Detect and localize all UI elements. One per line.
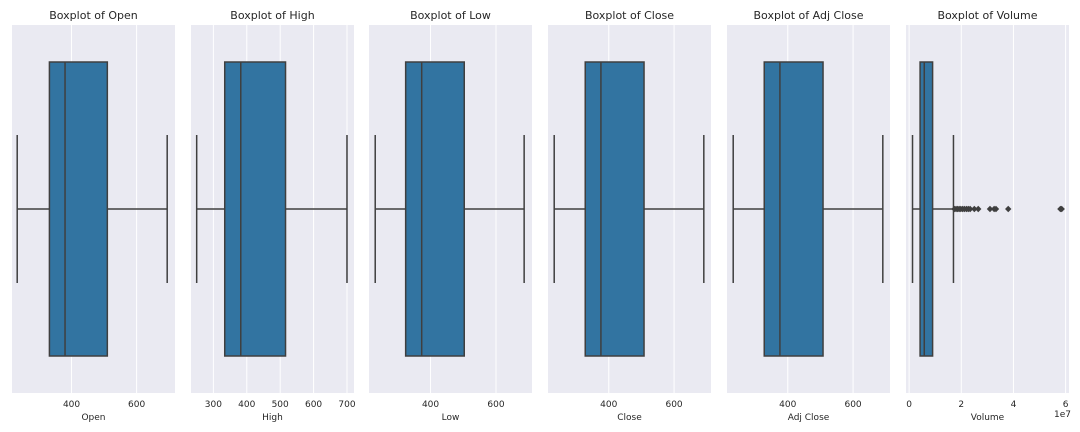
boxplot-panel-1: 400 600 Open Boxplot of Open <box>12 9 175 423</box>
boxplot-panel-2: 300 400 500 600 700 High Boxplot of High <box>191 9 356 423</box>
x-axis-label: Low <box>442 413 460 423</box>
x-tick-label: 700 <box>338 400 355 410</box>
x-tick-label: 600 <box>844 400 861 410</box>
x-axis-label: Open <box>81 413 105 423</box>
x-tick-label: 600 <box>305 400 322 410</box>
x-tick-label: 2 <box>958 400 964 410</box>
x-tick-label: 400 <box>779 400 796 410</box>
x-axis-label: Adj Close <box>788 413 830 423</box>
panel-title: Boxplot of Low <box>410 9 491 22</box>
outlier-point <box>966 205 974 213</box>
x-tick-label: 300 <box>205 400 222 410</box>
x-axis-label: High <box>262 413 283 423</box>
x-tick-label: 6 <box>1063 400 1069 410</box>
iqr-box <box>584 61 645 357</box>
panel-title: Boxplot of Volume <box>937 9 1037 22</box>
panel-title: Boxplot of High <box>230 9 314 22</box>
boxplot-panel-5: 400 600 Adj Close Boxplot of Adj Close <box>727 9 890 423</box>
x-tick-label: 400 <box>422 400 439 410</box>
x-tick-label: 4 <box>1011 400 1017 410</box>
panel-title: Boxplot of Open <box>49 9 138 22</box>
iqr-box <box>919 61 934 357</box>
panel-title: Boxplot of Close <box>585 9 674 22</box>
outlier-point <box>1005 205 1012 213</box>
x-tick-label: 400 <box>238 400 255 410</box>
iqr-box <box>763 61 824 357</box>
boxplot-panel-3: 400 600 Low Boxplot of Low <box>369 9 532 423</box>
iqr-box <box>223 61 287 357</box>
x-axis-label: Volume <box>971 413 1005 423</box>
x-tick-label: 500 <box>272 400 289 410</box>
x-tick-label: 600 <box>487 400 504 410</box>
outlier-point <box>971 205 978 213</box>
x-axis-label: Close <box>617 413 642 423</box>
x-tick-label: 400 <box>63 400 80 410</box>
outlier-point <box>1058 205 1065 213</box>
x-tick-label: 600 <box>128 400 145 410</box>
panel-title: Boxplot of Adj Close <box>754 9 864 22</box>
outlier-point <box>992 205 1000 213</box>
iqr-box <box>48 61 109 357</box>
x-tick-label: 400 <box>600 400 617 410</box>
axis-offset-label: 1e7 <box>1054 410 1071 420</box>
boxplot-panel-4: 400 600 Close Boxplot of Close <box>548 9 711 423</box>
x-tick-label: 600 <box>665 400 682 410</box>
x-tick-label: 0 <box>906 400 912 410</box>
outlier-point <box>975 205 982 213</box>
iqr-box <box>404 61 465 357</box>
outlier-point <box>986 205 994 213</box>
